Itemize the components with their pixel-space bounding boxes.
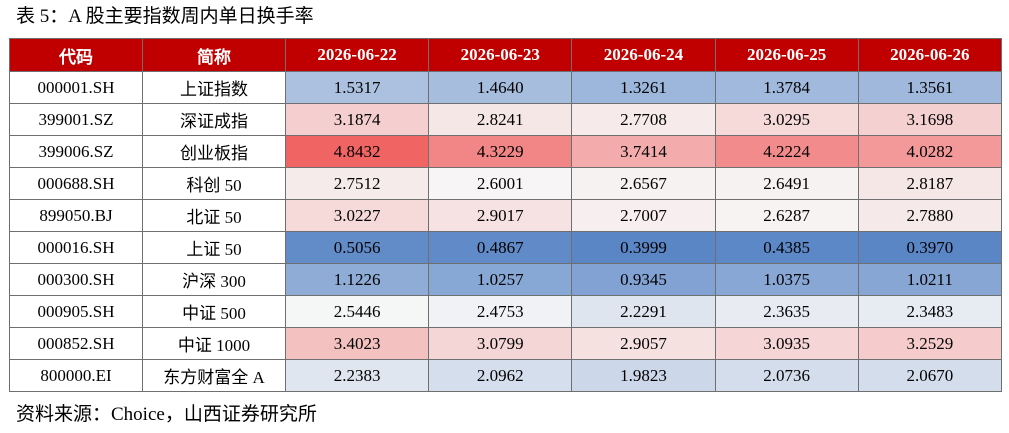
turnover-value-cell: 3.0799 <box>428 327 573 360</box>
index-name-cell: 中证 1000 <box>142 327 286 360</box>
turnover-value-cell: 2.4753 <box>428 295 573 328</box>
header-date: 2026-06-24 <box>571 38 716 72</box>
header-name: 简称 <box>142 38 286 72</box>
table-row: 899050.BJ 北证 50 3.0227 2.9017 2.7007 2.6287 2.… <box>9 199 1002 232</box>
index-code-cell: 899050.BJ <box>9 199 143 232</box>
turnover-value-cell: 3.0227 <box>284 199 430 232</box>
turnover-value-cell: 2.7007 <box>571 199 716 232</box>
turnover-value-cell: 1.0257 <box>428 263 573 296</box>
header-row: 代码 简称 2026-06-22 2026-06-23 2026-06-24 2… <box>9 38 1002 72</box>
turnover-value-cell: 2.3635 <box>714 295 859 328</box>
turnover-value-cell: 0.3970 <box>857 231 1002 264</box>
turnover-value-cell: 2.9057 <box>571 327 716 360</box>
header-date: 2026-06-22 <box>284 38 430 72</box>
header-code: 代码 <box>9 38 143 72</box>
turnover-value-cell: 2.8241 <box>428 103 573 136</box>
table-row: 000300.SH 沪深 300 1.1226 1.0257 0.9345 1.0375 1… <box>9 263 1002 296</box>
table-row: 000905.SH 中证 500 2.5446 2.4753 2.2291 2.3635 2… <box>9 295 1002 328</box>
turnover-value-cell: 4.8432 <box>284 135 430 168</box>
table-row: 000852.SH 中证 1000 3.4023 3.0799 2.9057 3.0935… <box>9 327 1002 360</box>
turnover-value-cell: 4.2224 <box>714 135 859 168</box>
source-note: 资料来源：Choice，山西证券研究所 <box>16 404 317 425</box>
turnover-value-cell: 2.7880 <box>857 199 1002 232</box>
turnover-value-cell: 2.7708 <box>571 103 716 136</box>
turnover-value-cell: 3.4023 <box>284 327 430 360</box>
index-name-cell: 创业板指 <box>142 135 286 168</box>
table-row: 399006.SZ 创业板指 4.8432 4.3229 3.7414 4.2224 4.0… <box>9 135 1002 168</box>
index-code-cell: 000905.SH <box>9 295 143 328</box>
turnover-value-cell: 2.5446 <box>284 295 430 328</box>
turnover-value-cell: 4.3229 <box>428 135 573 168</box>
turnover-value-cell: 2.6001 <box>428 167 573 200</box>
index-name-cell: 上证 50 <box>142 231 286 264</box>
turnover-value-cell: 2.2383 <box>284 359 430 392</box>
index-code-cell: 399006.SZ <box>9 135 143 168</box>
turnover-value-cell: 3.0295 <box>714 103 859 136</box>
table-row: 000001.SH 上证指数 1.5317 1.4640 1.3261 1.3784 1.3… <box>9 71 1002 104</box>
index-name-cell: 科创 50 <box>142 167 286 200</box>
index-code-cell: 000001.SH <box>9 71 143 104</box>
turnover-value-cell: 1.5317 <box>284 71 430 104</box>
table-row: 000688.SH 科创 50 2.7512 2.6001 2.6567 2.6491 2.… <box>9 167 1002 200</box>
turnover-value-cell: 3.0935 <box>714 327 859 360</box>
turnover-value-cell: 2.6287 <box>714 199 859 232</box>
turnover-value-cell: 2.8187 <box>857 167 1002 200</box>
turnover-value-cell: 3.1874 <box>284 103 430 136</box>
turnover-value-cell: 1.3561 <box>857 71 1002 104</box>
index-name-cell: 沪深 300 <box>142 263 286 296</box>
turnover-value-cell: 3.1698 <box>857 103 1002 136</box>
turnover-value-cell: 0.9345 <box>571 263 716 296</box>
index-code-cell: 000852.SH <box>9 327 143 360</box>
index-name-cell: 东方财富全 A <box>142 359 286 392</box>
table-row: 000016.SH 上证 50 0.5056 0.4867 0.3999 0.4385 0.… <box>9 231 1002 264</box>
index-code-cell: 000300.SH <box>9 263 143 296</box>
turnover-value-cell: 2.6491 <box>714 167 859 200</box>
turnover-value-cell: 3.7414 <box>571 135 716 168</box>
index-code-cell: 800000.EI <box>9 359 143 392</box>
turnover-value-cell: 1.9823 <box>571 359 716 392</box>
index-name-cell: 深证成指 <box>142 103 286 136</box>
turnover-value-cell: 1.4640 <box>428 71 573 104</box>
turnover-value-cell: 2.0670 <box>857 359 1002 392</box>
turnover-value-cell: 1.0211 <box>857 263 1002 296</box>
turnover-value-cell: 0.4385 <box>714 231 859 264</box>
table-row: 800000.EI 东方财富全 A 2.2383 2.0962 1.9823 2.0736… <box>9 359 1002 392</box>
turnover-value-cell: 2.0962 <box>428 359 573 392</box>
index-name-cell: 中证 500 <box>142 295 286 328</box>
turnover-value-cell: 2.3483 <box>857 295 1002 328</box>
index-name-cell: 北证 50 <box>142 199 286 232</box>
turnover-value-cell: 0.5056 <box>284 231 430 264</box>
turnover-value-cell: 2.2291 <box>571 295 716 328</box>
index-code-cell: 399001.SZ <box>9 103 143 136</box>
turnover-value-cell: 0.3999 <box>571 231 716 264</box>
turnover-value-cell: 2.9017 <box>428 199 573 232</box>
table-body: 000001.SH 上证指数 1.5317 1.4640 1.3261 1.3784 1.3… <box>9 71 1002 392</box>
turnover-value-cell: 2.6567 <box>571 167 716 200</box>
index-code-cell: 000688.SH <box>9 167 143 200</box>
header-date: 2026-06-25 <box>714 38 859 72</box>
header-date: 2026-06-26 <box>857 38 1002 72</box>
table-caption: 表 5：A 股主要指数周内单日换手率 <box>16 6 314 27</box>
turnover-value-cell: 0.4867 <box>428 231 573 264</box>
turnover-table: 代码 简称 2026-06-22 2026-06-23 2026-06-24 2… <box>9 38 1002 392</box>
turnover-value-cell: 4.0282 <box>857 135 1002 168</box>
header-date: 2026-06-23 <box>428 38 573 72</box>
index-code-cell: 000016.SH <box>9 231 143 264</box>
turnover-value-cell: 3.2529 <box>857 327 1002 360</box>
turnover-value-cell: 1.3784 <box>714 71 859 104</box>
table-row: 399001.SZ 深证成指 3.1874 2.8241 2.7708 3.0295 3.1… <box>9 103 1002 136</box>
turnover-value-cell: 2.7512 <box>284 167 430 200</box>
index-name-cell: 上证指数 <box>142 71 286 104</box>
turnover-value-cell: 1.3261 <box>571 71 716 104</box>
turnover-value-cell: 1.1226 <box>284 263 430 296</box>
turnover-value-cell: 2.0736 <box>714 359 859 392</box>
turnover-value-cell: 1.0375 <box>714 263 859 296</box>
